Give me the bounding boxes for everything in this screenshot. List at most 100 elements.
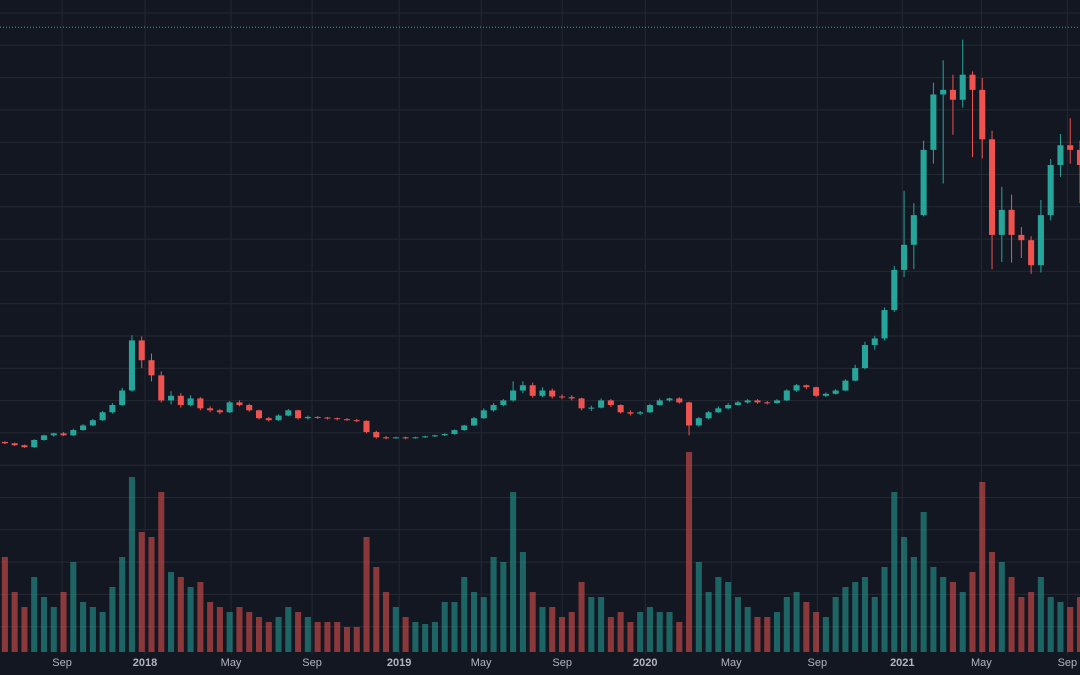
candle-body bbox=[168, 395, 175, 401]
volume-bar bbox=[793, 592, 800, 652]
candle-body bbox=[783, 390, 790, 401]
candle-body bbox=[1028, 240, 1035, 266]
volume-bar bbox=[431, 622, 438, 652]
candle-body bbox=[695, 418, 702, 426]
candle-body bbox=[363, 420, 370, 433]
volume-bar bbox=[940, 577, 947, 652]
volume-bar bbox=[725, 582, 732, 652]
volume-bar bbox=[607, 617, 614, 652]
volume-bar bbox=[412, 622, 419, 652]
candle-body bbox=[265, 418, 272, 421]
volume-bar bbox=[715, 577, 722, 652]
candle-body bbox=[138, 340, 145, 361]
volume-bar bbox=[295, 612, 302, 652]
candle-body bbox=[275, 415, 282, 421]
candle-body bbox=[353, 420, 360, 422]
volume-bar bbox=[1067, 607, 1074, 652]
candle-body bbox=[50, 433, 57, 436]
volume-bar bbox=[1028, 592, 1035, 652]
candle-body bbox=[598, 400, 605, 408]
candle-body bbox=[891, 269, 898, 311]
volume-bar bbox=[617, 612, 624, 652]
candle-body bbox=[901, 244, 908, 270]
volume-bar bbox=[197, 582, 204, 652]
volume-bar bbox=[383, 592, 390, 652]
volume-bar bbox=[119, 557, 126, 652]
candle-body bbox=[676, 398, 683, 403]
candle-body bbox=[128, 340, 135, 391]
volume-bar bbox=[861, 577, 869, 652]
x-tick-label: Sep bbox=[1058, 657, 1078, 669]
volume-bars bbox=[1, 452, 1080, 652]
volume-bar bbox=[764, 617, 771, 652]
candle-body bbox=[910, 215, 917, 245]
volume-bar bbox=[353, 627, 360, 652]
candle-body bbox=[930, 94, 937, 150]
volume-bar bbox=[207, 602, 214, 652]
volume-bar bbox=[705, 592, 712, 652]
volume-bar bbox=[177, 577, 184, 652]
volume-bar bbox=[871, 597, 878, 652]
volume-bar bbox=[31, 577, 38, 652]
candle-body bbox=[656, 400, 663, 406]
volume-bar bbox=[236, 607, 243, 652]
volume-bar bbox=[70, 562, 77, 652]
candle-body bbox=[373, 432, 380, 438]
volume-bar bbox=[969, 572, 976, 652]
candle-body bbox=[383, 437, 390, 439]
candle-body bbox=[1067, 145, 1074, 150]
candle-body bbox=[539, 390, 546, 396]
volume-bar bbox=[1047, 597, 1054, 652]
volume-bar bbox=[910, 557, 917, 652]
x-tick-label: Sep bbox=[302, 657, 322, 669]
candle-body bbox=[705, 412, 712, 419]
volume-bar bbox=[666, 612, 673, 652]
candle-body bbox=[1, 441, 8, 444]
volume-bar bbox=[734, 597, 741, 652]
candle-body bbox=[441, 434, 448, 436]
candle-body bbox=[734, 402, 741, 406]
candle-body bbox=[89, 420, 96, 426]
candle-body bbox=[343, 419, 350, 421]
volume-bar bbox=[40, 597, 48, 652]
candle-body bbox=[480, 410, 487, 419]
candle-body bbox=[568, 397, 575, 399]
volume-bar bbox=[627, 622, 634, 652]
volume-bar bbox=[773, 612, 781, 652]
volume-bar bbox=[568, 612, 575, 652]
volume-bar bbox=[588, 597, 595, 652]
candle-body bbox=[881, 310, 888, 339]
volume-bar bbox=[60, 592, 67, 652]
candle-body bbox=[187, 398, 194, 406]
x-tick-label: 2021 bbox=[890, 657, 914, 669]
candle-body bbox=[236, 402, 243, 406]
volume-bar bbox=[783, 597, 790, 652]
volume-bar bbox=[275, 617, 282, 652]
candle-body bbox=[177, 395, 184, 406]
volume-bar bbox=[304, 617, 311, 652]
volume-bar bbox=[744, 607, 751, 652]
candle-body bbox=[666, 398, 673, 401]
volume-bar bbox=[21, 607, 28, 652]
volume-bar bbox=[1057, 602, 1064, 652]
candle-body bbox=[920, 149, 927, 216]
candle-body bbox=[461, 425, 468, 431]
volume-bar bbox=[891, 492, 898, 652]
candle-body bbox=[998, 209, 1005, 235]
volume-bar bbox=[959, 592, 966, 652]
candle-body bbox=[803, 385, 810, 388]
volume-bar bbox=[979, 482, 986, 652]
volume-bar bbox=[50, 607, 57, 652]
candle-body bbox=[207, 408, 214, 411]
volume-bar bbox=[314, 622, 321, 652]
candle-body bbox=[842, 380, 849, 391]
volume-bar bbox=[324, 622, 331, 652]
volume-bar bbox=[109, 587, 116, 652]
candle-body bbox=[959, 74, 966, 100]
candle-body bbox=[725, 405, 732, 409]
candle-body bbox=[11, 443, 18, 446]
candle-body bbox=[519, 385, 526, 391]
candle-body bbox=[295, 410, 302, 419]
x-tick-label: May bbox=[471, 657, 492, 669]
volume-bar bbox=[334, 622, 341, 652]
